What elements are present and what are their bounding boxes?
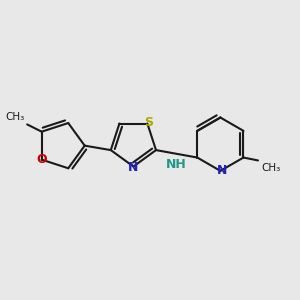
Text: N: N xyxy=(128,161,139,175)
Text: S: S xyxy=(144,116,153,129)
Text: O: O xyxy=(36,153,47,166)
Text: CH₃: CH₃ xyxy=(261,163,280,173)
Text: N: N xyxy=(217,164,227,177)
Text: NH: NH xyxy=(166,158,187,171)
Text: CH₃: CH₃ xyxy=(6,112,25,122)
